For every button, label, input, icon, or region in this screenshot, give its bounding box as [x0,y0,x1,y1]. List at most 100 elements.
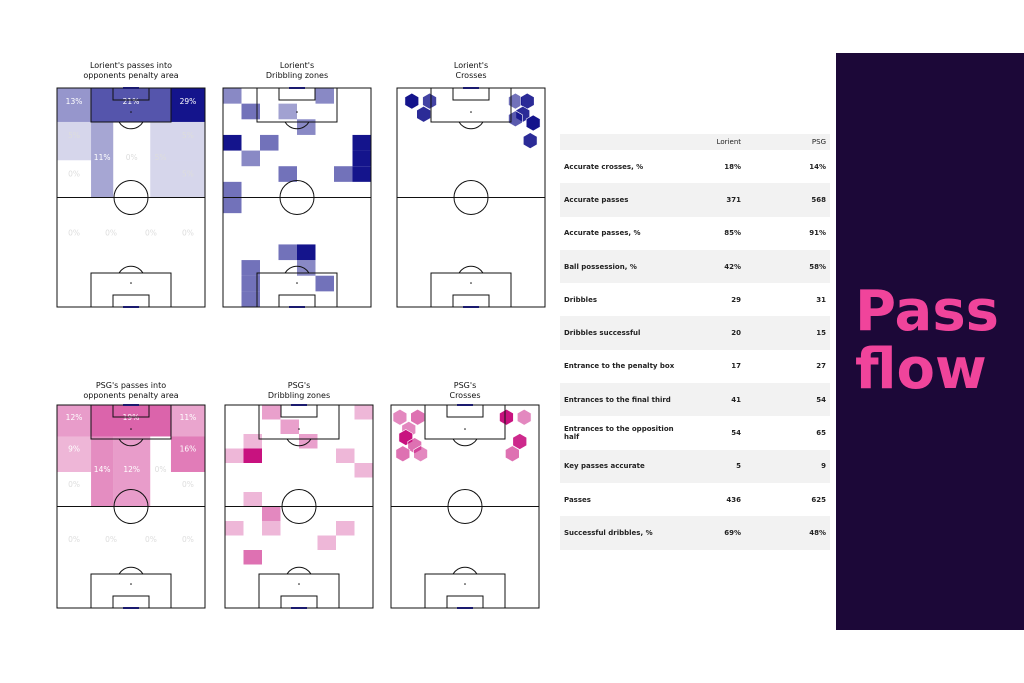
goal-box [280,404,318,418]
dribble-cell [278,244,297,261]
table-header: Lorient PSG [560,134,830,150]
goal [123,607,139,609]
goal-box [278,294,316,308]
centre-circle [281,489,317,524]
penalty-spot [130,282,132,284]
cross-hex [505,445,520,463]
zone [150,121,171,198]
table-row: Dribbles 29 31 [560,283,830,316]
zone [57,436,92,472]
table-cell: Accurate passes [564,195,629,204]
cross-hex [517,408,532,426]
goal [291,607,307,609]
panel-title: PSG's passes into [96,381,166,390]
goal [123,404,139,406]
penalty-spot [130,583,132,585]
dribble-cell [241,150,260,167]
penalty-spot [464,583,466,585]
table-cell: 14% [809,162,826,171]
centre-circle [113,489,149,524]
table-row: Entrances to the opposition half 54 65 [560,416,830,449]
table-cell: 29 [731,295,741,304]
zone-label: 14% [94,465,111,474]
penalty-arc [118,438,144,447]
penalty-box [258,573,340,609]
zone-label: 11% [180,413,197,422]
dribble-cell [352,166,371,182]
table-row: Successful dribbles, % 69% 48% [560,516,830,550]
goal [291,404,307,406]
penalty-arc [452,566,478,575]
penalty-arc [118,265,144,274]
dribble-cell [334,166,353,182]
cross-hex [523,132,538,149]
table-row: Passes 436 625 [560,483,830,516]
table-cell: 91% [809,229,826,238]
goal [463,306,479,308]
panel-title: Lorient's [454,61,488,70]
dribble-cell [354,405,373,420]
dribble-cell [243,550,262,565]
table-cell: 41 [731,395,741,404]
table-cell: 17 [731,362,741,371]
table-cell: 18% [724,162,741,171]
cross-hex [508,110,523,128]
goal-box [446,595,484,609]
zone [91,507,131,609]
dribble-cell [243,448,262,463]
panel-title: PSG's [454,381,476,390]
table-row: Accurate passes, % 85% 91% [560,217,830,250]
table-cell: 31 [816,295,826,304]
penalty-arc [284,121,310,130]
column-header: PSG [811,138,826,146]
zone-label: 0% [145,229,157,238]
table-cell: Entrances to the opposition half [564,425,674,442]
table-cell: 54 [731,429,741,438]
penalty-arc [452,438,478,447]
table-cell: 568 [811,195,826,204]
goal [123,306,139,308]
table-cell: 9 [821,462,826,471]
dribble-cell [336,521,355,536]
dribble-cell [297,260,316,276]
cross-hex [422,92,437,110]
table-cell: Accurate passes, % [564,229,641,238]
dribble-cell [260,134,279,151]
zone-label: 5% [182,131,194,140]
dribble-cell [352,134,371,151]
zone-label: 16% [180,445,197,454]
dribble-cell [299,434,318,449]
dribble-cell [317,535,336,550]
dribble-cell [262,405,281,420]
table-cell: 371 [726,195,741,204]
dribble-cell [223,197,242,214]
penalty-box [430,272,512,308]
dribble-cell [243,434,262,449]
zone [170,121,205,161]
zone [91,405,171,437]
table-row: Accurate passes 371 568 [560,183,830,217]
penalty-arc [458,121,484,130]
stats-table: Lorient PSG Accurate crosses, % 18% 14% Acc… [560,134,830,550]
zone-label: 21% [123,97,140,106]
penalty-spot [298,583,300,585]
zone-label: 29% [180,97,197,106]
zone [57,507,91,609]
table-cell: Dribbles [564,295,597,304]
table-cell: 5 [736,462,741,471]
zone-label: 0% [145,535,157,544]
zone-label: 0% [68,480,80,489]
panel-title: opponents penalty area [83,391,178,400]
penalty-arc [118,121,144,130]
table-cell: 20 [731,329,741,338]
panel-title: Lorient's [280,61,314,70]
dribble-cell [315,88,334,104]
table-cell: 54 [816,395,826,404]
dribble-cell [243,492,262,507]
zone [170,436,205,472]
